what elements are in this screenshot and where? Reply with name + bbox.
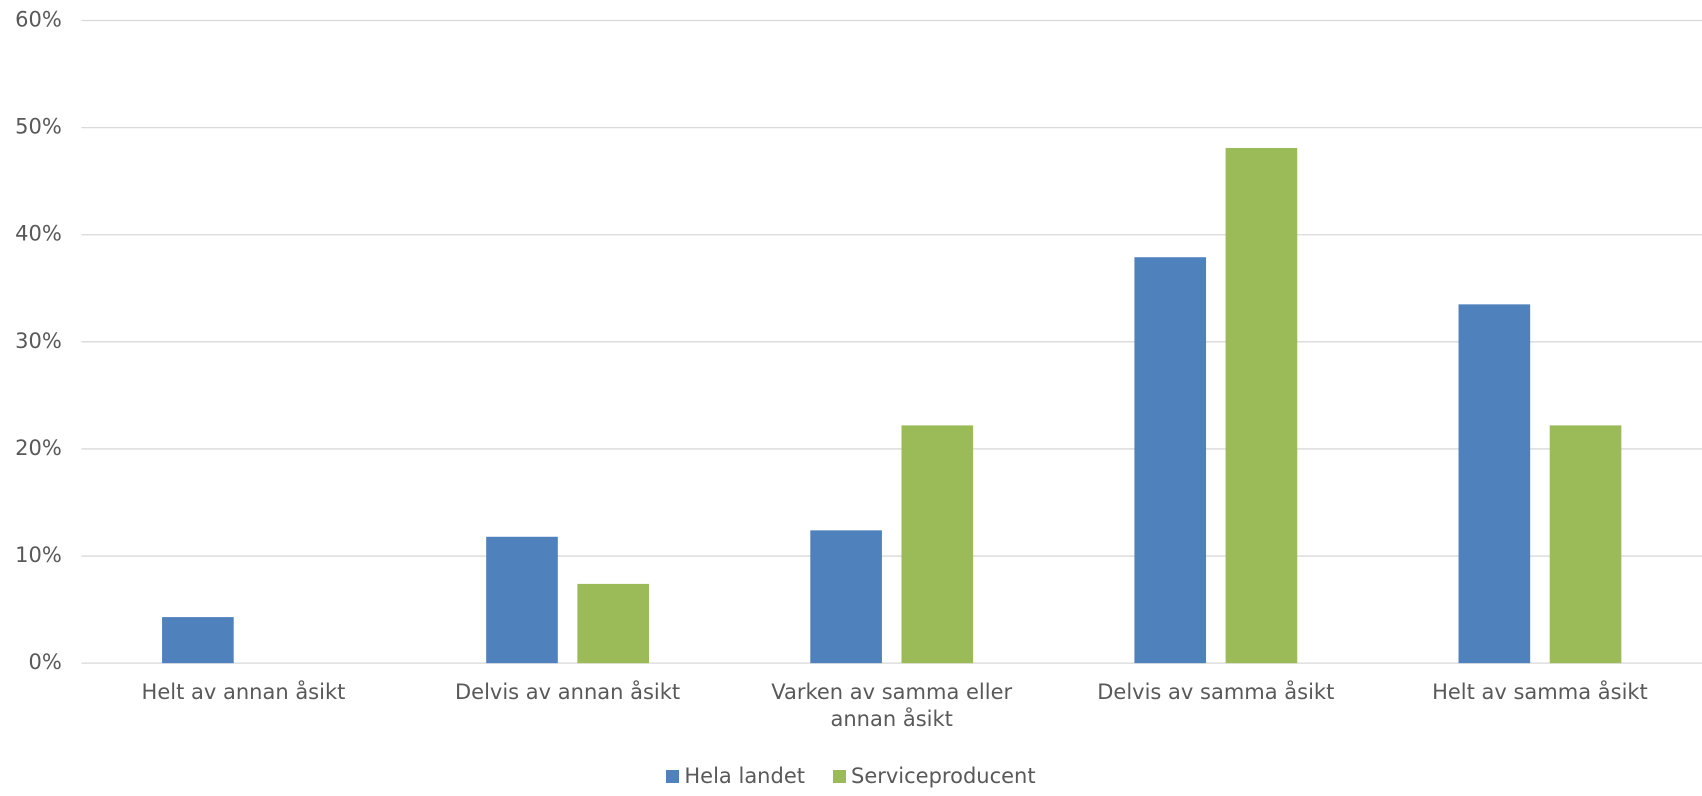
bar [810,530,882,664]
legend-label: Hela landet [684,764,805,788]
x-tick-label: Delvis av annan åsikt [454,680,681,705]
bar [1549,425,1622,664]
y-tick-label: 60% [15,8,62,32]
bar [1134,257,1207,664]
legend-swatch [666,769,680,783]
bar [1225,147,1298,664]
legend: Hela landet Serviceproducent [0,764,1702,788]
bar [1458,304,1531,664]
x-tick-label: Delvis av samma åsikt [1097,680,1335,705]
x-tick-label: Helt av samma åsikt [1432,680,1648,705]
y-tick-label: 50% [15,115,62,139]
legend-swatch [832,769,846,783]
y-tick-label: 30% [15,329,62,353]
bar [486,536,558,664]
x-tick-label: Varken av samma eller annan åsikt [771,680,1013,732]
bar [162,617,234,664]
x-tick-label: Helt av annan åsikt [141,680,346,705]
legend-item: Serviceproducent [832,764,1036,788]
y-tick-label: 10% [15,543,62,567]
y-tick-label: 20% [15,436,62,460]
y-tick-label: 0% [29,650,62,674]
legend-item: Hela landet [666,764,805,788]
bar [901,425,974,664]
bar [577,583,649,664]
legend-label: Serviceproducent [850,764,1036,788]
y-tick-label: 40% [15,222,62,246]
